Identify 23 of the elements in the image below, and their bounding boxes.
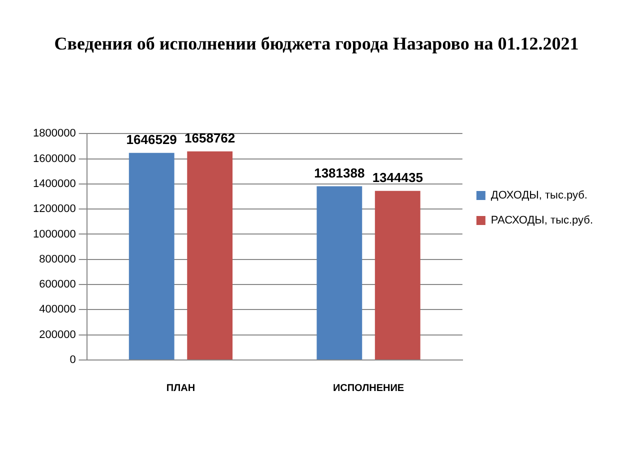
y-tick-label: 200000 xyxy=(39,328,76,341)
x-tick-label: ПЛАН xyxy=(166,382,196,394)
bar xyxy=(187,151,233,360)
data-label: 1381388 xyxy=(314,165,365,180)
bar xyxy=(374,190,420,360)
y-tick-label: 1200000 xyxy=(32,203,76,216)
x-tick-label: ИСПОЛНЕНИЕ xyxy=(332,382,404,394)
y-tick-label: 1800000 xyxy=(32,128,76,140)
bar xyxy=(316,186,362,360)
chart-title: Сведения об исполнении бюджета города Назарово на 01.12.2021 xyxy=(54,33,579,54)
y-tick-label: 1400000 xyxy=(32,178,76,190)
bar xyxy=(128,152,174,360)
y-tick-label: 0 xyxy=(70,354,76,366)
legend-label: РАСХОДЫ, тыс.руб. xyxy=(490,214,594,227)
data-label: 1658762 xyxy=(184,130,236,146)
y-tick-label: 1600000 xyxy=(32,152,76,165)
legend-label: ДОХОДЫ, тыс.руб. xyxy=(490,190,588,202)
y-tick-label: 1000000 xyxy=(32,228,76,240)
y-tick-label: 400000 xyxy=(39,304,76,316)
data-label: 1646529 xyxy=(126,132,177,147)
y-tick-label: 600000 xyxy=(39,278,76,291)
y-tick-label: 800000 xyxy=(39,253,76,266)
data-label: 1344435 xyxy=(372,170,423,185)
